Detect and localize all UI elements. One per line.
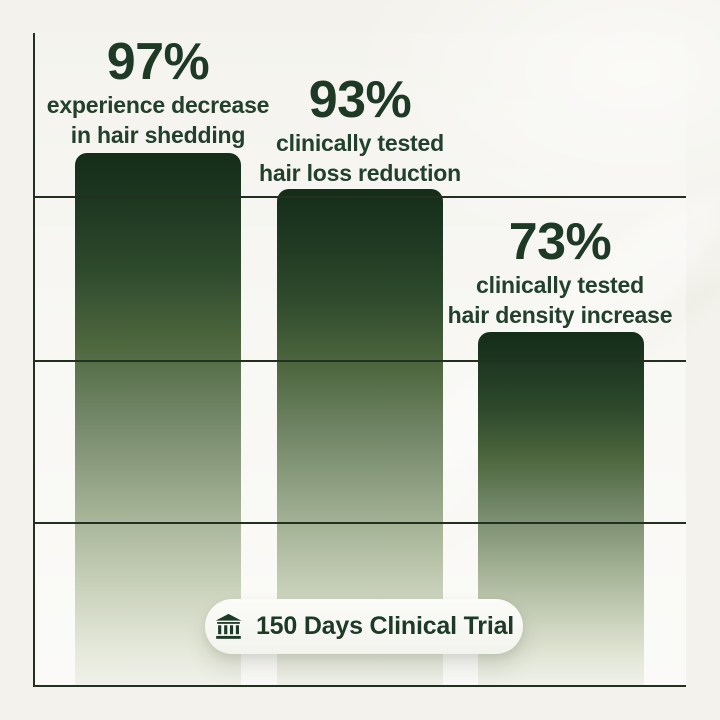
annotation-hair-loss-reduction: 93% clinically tested hair loss reductio… xyxy=(259,72,461,188)
percent-caption-line2: hair loss reduction xyxy=(259,160,461,186)
gridline-middle xyxy=(33,360,686,362)
percent-caption-line2: in hair shedding xyxy=(70,122,246,148)
percent-caption-line1: experience decrease xyxy=(46,92,270,118)
percent-caption-line2: hair density increase xyxy=(447,302,673,328)
percent-value: 73% xyxy=(508,213,612,271)
badge-label: 150 Days Clinical Trial xyxy=(255,612,515,640)
percent-caption-line1: clinically tested xyxy=(276,130,444,156)
percent-value: 97% xyxy=(106,33,210,91)
bank-icon xyxy=(214,612,243,641)
gridline-top xyxy=(33,196,686,198)
clinical-trial-badge: 150 Days Clinical Trial xyxy=(205,599,523,654)
percent-value: 93% xyxy=(308,71,412,129)
gridline-bottom xyxy=(33,522,686,524)
annotation-hair-density-increase: 73% clinically tested hair density incre… xyxy=(448,214,673,330)
percent-caption-line1: clinically tested xyxy=(476,272,644,298)
bar-hair-shedding xyxy=(75,153,241,685)
annotation-hair-shedding: 97% experience decrease in hair shedding xyxy=(47,34,270,150)
x-axis-line xyxy=(33,685,686,687)
